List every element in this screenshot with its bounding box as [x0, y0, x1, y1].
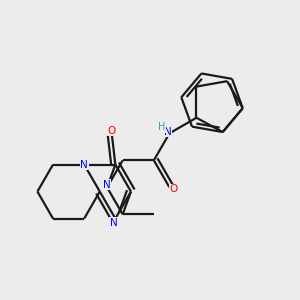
- Text: N: N: [80, 160, 88, 170]
- Text: H: H: [158, 122, 166, 132]
- Text: N: N: [110, 218, 118, 228]
- Text: O: O: [169, 184, 178, 194]
- Text: N: N: [103, 180, 111, 190]
- Text: O: O: [108, 126, 116, 136]
- Text: N: N: [164, 127, 172, 136]
